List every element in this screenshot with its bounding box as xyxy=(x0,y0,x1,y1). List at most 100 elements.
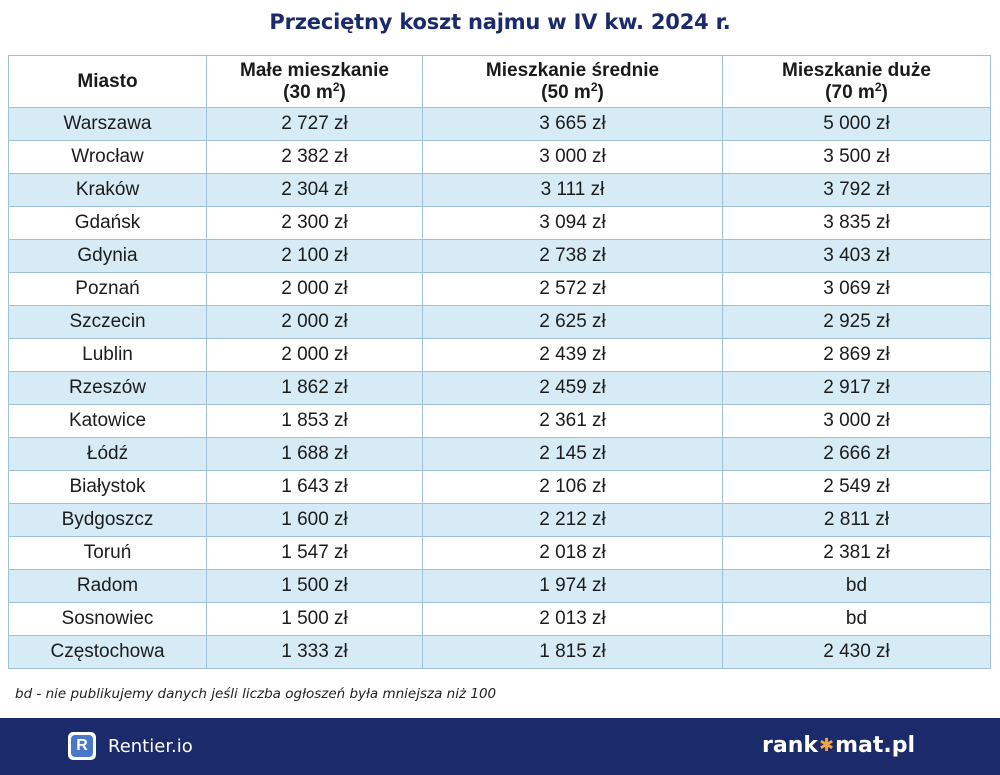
small-flat-price-cell: 1 500 zł xyxy=(206,569,423,603)
medium-flat-price-cell: 2 106 zł xyxy=(422,470,723,504)
medium-flat-price-cell: 2 439 zł xyxy=(422,338,723,372)
small-flat-price-cell: 1 643 zł xyxy=(206,470,423,504)
rent-table: Miasto Małe mieszkanie (30 m 2) Mieszkanie ś… xyxy=(8,55,991,669)
city-cell: Białystok xyxy=(8,470,207,504)
medium-flat-price-cell: 1 815 zł xyxy=(422,635,723,669)
medium-flat-price-cell: 2 013 zł xyxy=(422,602,723,636)
medium-flat-price-cell: 2 625 zł xyxy=(422,305,723,339)
city-cell: Szczecin xyxy=(8,305,207,339)
city-cell: Poznań xyxy=(8,272,207,306)
small-flat-price-cell: 1 853 zł xyxy=(206,404,423,438)
large-flat-price-cell: 2 811 zł xyxy=(722,503,991,537)
table-row: Łódź 1 688 zł 2 145 zł 2 666 zł xyxy=(8,437,991,471)
header-unit-close: ) xyxy=(339,81,346,103)
city-cell: Wrocław xyxy=(8,140,207,174)
small-flat-price-cell: 1 333 zł xyxy=(206,635,423,669)
header-unit: (30 m xyxy=(283,81,333,103)
table-row: Poznań 2 000 zł 2 572 zł 3 069 zł xyxy=(8,272,991,306)
small-flat-price-cell: 2 304 zł xyxy=(206,173,423,207)
footer-bar: R Rentier.io rank ✱ mat.pl xyxy=(0,718,1000,775)
table-row: Rzeszów 1 862 zł 2 459 zł 2 917 zł xyxy=(8,371,991,405)
header-label: Małe mieszkanie xyxy=(240,59,389,81)
city-cell: Sosnowiec xyxy=(8,602,207,636)
large-flat-price-cell: 3 500 zł xyxy=(722,140,991,174)
rankomat-prefix: rank xyxy=(762,733,818,758)
city-cell: Kraków xyxy=(8,173,207,207)
city-cell: Częstochowa xyxy=(8,635,207,669)
table-row: Warszawa 2 727 zł 3 665 zł 5 000 zł xyxy=(8,107,991,141)
page-title: Przeciętny koszt najmu w IV kw. 2024 r. xyxy=(269,10,731,34)
medium-flat-price-cell: 2 361 zł xyxy=(422,404,723,438)
large-flat-price-cell: 3 069 zł xyxy=(722,272,991,306)
large-flat-price-cell: 3 000 zł xyxy=(722,404,991,438)
header-unit: (50 m xyxy=(541,81,591,103)
rankomat-suffix: mat.pl xyxy=(835,733,916,758)
city-cell: Gdańsk xyxy=(8,206,207,240)
medium-flat-price-cell: 3 000 zł xyxy=(422,140,723,174)
large-flat-price-cell: 2 917 zł xyxy=(722,371,991,405)
city-cell: Lublin xyxy=(8,338,207,372)
medium-flat-price-cell: 2 738 zł xyxy=(422,239,723,273)
rankomat-logo[interactable]: rank ✱ mat.pl xyxy=(762,733,915,758)
city-cell: Warszawa xyxy=(8,107,207,141)
large-flat-price-cell: bd xyxy=(722,569,991,603)
small-flat-price-cell: 2 100 zł xyxy=(206,239,423,273)
city-cell: Radom xyxy=(8,569,207,603)
large-flat-price-cell: 2 869 zł xyxy=(722,338,991,372)
medium-flat-price-cell: 3 094 zł xyxy=(422,206,723,240)
table-row: Radom 1 500 zł 1 974 zł bd xyxy=(8,569,991,603)
rentier-label: Rentier.io xyxy=(108,735,193,757)
medium-flat-price-cell: 2 145 zł xyxy=(422,437,723,471)
small-flat-price-cell: 2 000 zł xyxy=(206,338,423,372)
footnote: bd - nie publikujemy danych jeśli liczba… xyxy=(15,686,497,702)
table-row: Częstochowa 1 333 zł 1 815 zł 2 430 zł xyxy=(8,635,991,669)
star-icon: ✱ xyxy=(819,735,835,756)
table-row: Szczecin 2 000 zł 2 625 zł 2 925 zł xyxy=(8,305,991,339)
city-cell: Łódź xyxy=(8,437,207,471)
large-flat-price-cell: 2 381 zł xyxy=(722,536,991,570)
city-cell: Rzeszów xyxy=(8,371,207,405)
medium-flat-price-cell: 2 018 zł xyxy=(422,536,723,570)
city-cell: Katowice xyxy=(8,404,207,438)
table-row: Wrocław 2 382 zł 3 000 zł 3 500 zł xyxy=(8,140,991,174)
small-flat-price-cell: 2 727 zł xyxy=(206,107,423,141)
header-unit: (70 m xyxy=(825,81,875,103)
large-flat-price-cell: 3 792 zł xyxy=(722,173,991,207)
table-row: Toruń 1 547 zł 2 018 zł 2 381 zł xyxy=(8,536,991,570)
table-row: Gdańsk 2 300 zł 3 094 zł 3 835 zł xyxy=(8,206,991,240)
rentier-brand[interactable]: R Rentier.io xyxy=(68,732,193,760)
small-flat-price-cell: 1 500 zł xyxy=(206,602,423,636)
table-row: Białystok 1 643 zł 2 106 zł 2 549 zł xyxy=(8,470,991,504)
city-cell: Bydgoszcz xyxy=(8,503,207,537)
table-row: Bydgoszcz 1 600 zł 2 212 zł 2 811 zł xyxy=(8,503,991,537)
small-flat-price-cell: 2 000 zł xyxy=(206,272,423,306)
large-flat-price-cell: 3 403 zł xyxy=(722,239,991,273)
large-flat-price-cell: 2 430 zł xyxy=(722,635,991,669)
large-flat-price-cell: 5 000 zł xyxy=(722,107,991,141)
table-header: Miasto Małe mieszkanie (30 m 2) Mieszkanie ś… xyxy=(8,55,991,108)
large-flat-price-cell: 2 549 zł xyxy=(722,470,991,504)
table-body: Warszawa 2 727 zł 3 665 zł 5 000 zł Wrocław 2… xyxy=(8,107,991,669)
table-row: Sosnowiec 1 500 zł 2 013 zł bd xyxy=(8,602,991,636)
header-large-flat: Mieszkanie duże (70 m2) xyxy=(722,55,991,108)
medium-flat-price-cell: 1 974 zł xyxy=(422,569,723,603)
header-unit-exponent: 2 xyxy=(590,79,598,94)
rentier-logo-letter: R xyxy=(71,735,93,757)
medium-flat-price-cell: 2 459 zł xyxy=(422,371,723,405)
header-label: Miasto xyxy=(77,70,138,92)
small-flat-price-cell: 1 862 zł xyxy=(206,371,423,405)
small-flat-price-cell: 2 000 zł xyxy=(206,305,423,339)
table-row: Katowice 1 853 zł 2 361 zł 3 000 zł xyxy=(8,404,991,438)
small-flat-price-cell: 2 382 zł xyxy=(206,140,423,174)
header-unit-exponent: 2 xyxy=(874,79,882,94)
medium-flat-price-cell: 2 212 zł xyxy=(422,503,723,537)
medium-flat-price-cell: 2 572 zł xyxy=(422,272,723,306)
city-cell: Gdynia xyxy=(8,239,207,273)
header-unit-close: ) xyxy=(881,81,888,103)
large-flat-price-cell: 3 835 zł xyxy=(722,206,991,240)
medium-flat-price-cell: 3 111 zł xyxy=(422,173,723,207)
header-label: Mieszkanie średnie xyxy=(485,59,660,81)
rentier-logo-icon: R xyxy=(68,732,96,760)
medium-flat-price-cell: 3 665 zł xyxy=(422,107,723,141)
large-flat-price-cell: 2 666 zł xyxy=(722,437,991,471)
